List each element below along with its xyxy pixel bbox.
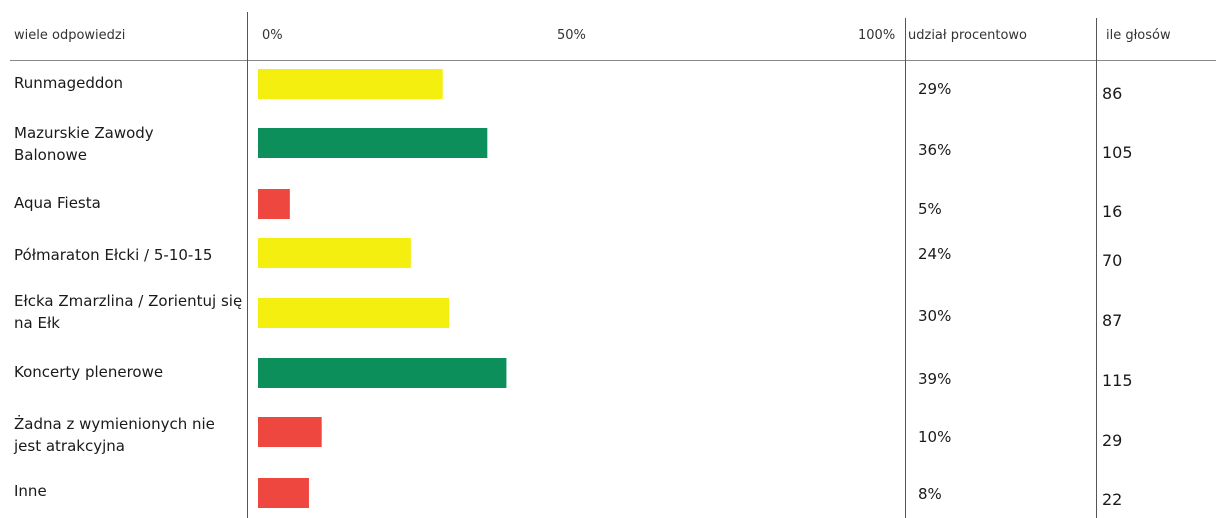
header-divider <box>10 60 1216 61</box>
bar <box>258 298 450 328</box>
percent-label: 5% <box>918 200 942 218</box>
vote-count: 86 <box>1102 84 1123 103</box>
bar <box>258 238 411 268</box>
category-label: Żadna z wymienionych nie jest atrakcyjna <box>14 415 215 455</box>
vote-count: 22 <box>1102 490 1123 509</box>
percent-label: 36% <box>918 141 952 159</box>
vote-count: 115 <box>1102 371 1133 390</box>
axis-tick-0: 0% <box>262 28 283 43</box>
category-label: Ełcka Zmarzlina / Zorientuj się na Ełk <box>14 292 243 332</box>
bar <box>258 128 488 158</box>
axis-tick-100: 100% <box>858 28 896 43</box>
percent-label: 8% <box>918 485 942 503</box>
axis-tick-50: 50% <box>557 28 586 43</box>
bar <box>258 358 507 388</box>
column-divider-votes <box>1096 18 1097 518</box>
vote-count: 29 <box>1102 431 1123 450</box>
percent-label: 24% <box>918 245 952 263</box>
column-divider-chart <box>247 12 248 518</box>
vote-count: 87 <box>1102 311 1123 330</box>
category-label: Aqua Fiesta <box>14 194 101 212</box>
category-label: Mazurskie Zawody Balonowe <box>14 124 154 164</box>
vote-count: 16 <box>1102 202 1123 221</box>
bar <box>258 69 443 99</box>
category-label: Półmaraton Ełcki / 5-10-15 <box>14 246 213 264</box>
share-column-header: udział procentowo <box>908 28 1028 43</box>
vote-count: 70 <box>1102 251 1123 270</box>
bar <box>258 478 309 508</box>
category-label: Runmageddon <box>14 74 124 92</box>
category-label: Koncerty plenerowe <box>14 363 164 381</box>
vote-count: 105 <box>1102 143 1133 162</box>
answers-column-header: wiele odpowiedzi <box>14 28 126 43</box>
percent-label: 39% <box>918 370 952 388</box>
bar <box>258 189 290 219</box>
votes-column-header: ile głosów <box>1106 28 1171 43</box>
bar <box>258 417 322 447</box>
percent-label: 29% <box>918 80 952 98</box>
category-label: Inne <box>14 482 47 500</box>
percent-label: 30% <box>918 307 952 325</box>
column-divider-share <box>905 18 906 518</box>
percent-label: 10% <box>918 428 952 446</box>
